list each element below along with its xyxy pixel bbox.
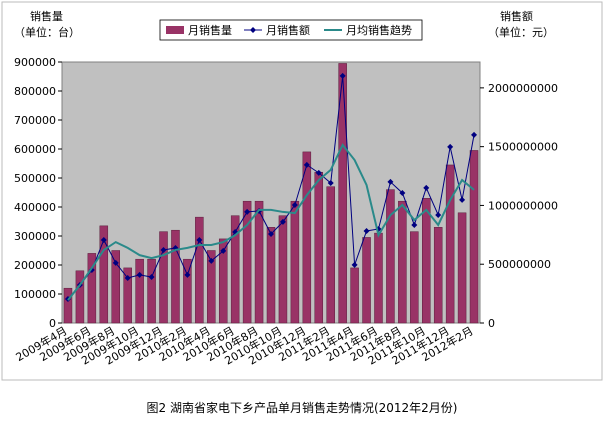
- y2-tick-label: 1500000000: [488, 141, 558, 154]
- bar: [422, 198, 431, 324]
- marker: [351, 261, 358, 268]
- y-tick-label: 400000: [14, 201, 56, 214]
- legend-marker: [250, 27, 256, 33]
- y2-tick-label: 500000000: [488, 258, 551, 271]
- y-tick-label: 700000: [14, 114, 56, 127]
- bar: [75, 270, 85, 324]
- marker: [244, 208, 251, 215]
- bar: [302, 151, 312, 324]
- marker: [387, 178, 394, 185]
- bar: [374, 232, 383, 324]
- bar: [242, 200, 252, 324]
- bar: [123, 267, 132, 324]
- y-tick-label: 900000: [14, 56, 56, 69]
- marker: [268, 231, 274, 238]
- marker: [291, 201, 298, 208]
- marker: [363, 227, 370, 234]
- marker: [435, 211, 442, 218]
- y-tick-label: 600000: [14, 143, 56, 156]
- bar: [218, 238, 228, 324]
- y-tick-label: 800000: [14, 85, 56, 98]
- marker: [423, 184, 430, 191]
- left-axis-title: 销售量: [30, 9, 63, 23]
- bar: [171, 229, 180, 324]
- y-tick-label: 500000: [14, 172, 56, 185]
- bar: [457, 212, 467, 324]
- bar: [314, 171, 324, 324]
- marker: [339, 72, 346, 79]
- right-axis-unit: （单位：元）: [488, 25, 554, 39]
- bar: [469, 150, 479, 324]
- line: [67, 143, 475, 301]
- y2-tick-label: 1000000000: [488, 199, 558, 212]
- bar: [195, 216, 204, 324]
- marker: [327, 179, 334, 186]
- marker: [315, 169, 322, 176]
- y-tick-label: 200000: [14, 259, 56, 272]
- marker: [184, 271, 191, 278]
- right-axis-title: 销售额: [500, 9, 533, 23]
- bar: [338, 63, 347, 324]
- bar: [111, 250, 120, 324]
- bar: [63, 287, 73, 324]
- legend-swatch: [166, 26, 184, 34]
- bar: [350, 267, 359, 324]
- bar: [362, 237, 371, 324]
- marker: [124, 274, 131, 281]
- bar: [254, 200, 264, 324]
- marker: [303, 161, 310, 168]
- bar: [230, 215, 240, 324]
- bar: [266, 227, 276, 324]
- marker: [447, 143, 454, 150]
- bar: [99, 225, 109, 324]
- bar: [445, 164, 455, 324]
- bar: [207, 250, 216, 324]
- bar: [135, 258, 144, 324]
- bar: [278, 215, 288, 324]
- marker: [160, 246, 167, 253]
- caption: 图2 湖南省家电下乡产品单月销售走势情况(2012年2月份): [147, 400, 458, 415]
- bar: [386, 189, 395, 324]
- y-tick-label: 0: [49, 317, 56, 330]
- bar: [183, 258, 192, 324]
- bar: [398, 200, 407, 324]
- bar: [433, 227, 443, 324]
- marker: [399, 189, 406, 196]
- legend-label: 月均销售趋势: [346, 23, 412, 37]
- y2-tick-label: 2000000000: [488, 82, 558, 95]
- legend-label: 月销售量: [188, 23, 232, 37]
- marker: [471, 131, 478, 138]
- legend-label: 月销售额: [266, 23, 310, 37]
- marker: [136, 271, 143, 278]
- marker: [279, 218, 286, 225]
- marker: [148, 274, 155, 281]
- bar: [326, 186, 335, 324]
- bar: [87, 253, 97, 324]
- y-tick-label: 300000: [14, 230, 56, 243]
- bar: [159, 231, 168, 324]
- marker: [220, 247, 227, 254]
- y-tick-label: 100000: [14, 288, 56, 301]
- left-axis-unit: （单位：台）: [14, 25, 80, 39]
- bar: [147, 258, 156, 324]
- marker: [196, 236, 203, 243]
- bar: [410, 231, 419, 324]
- marker: [459, 196, 466, 203]
- legend: [159, 19, 423, 41]
- y2-tick-label: 0: [488, 317, 495, 330]
- marker: [112, 259, 119, 266]
- marker: [411, 221, 418, 228]
- bar: [290, 200, 300, 324]
- marker: [208, 257, 215, 264]
- marker: [100, 236, 107, 243]
